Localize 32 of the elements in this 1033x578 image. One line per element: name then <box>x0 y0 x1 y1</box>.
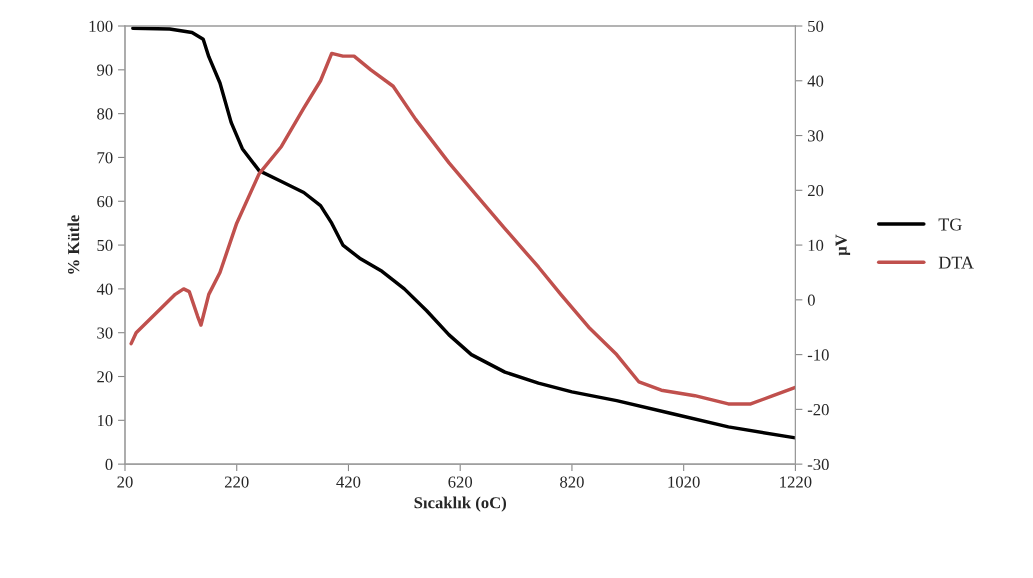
y2-tick-label: 50 <box>808 20 824 32</box>
y2-tick-label: -30 <box>807 458 829 471</box>
y-axis-title: % Kütle <box>67 215 80 274</box>
x-tick-label: 20 <box>117 476 133 488</box>
legend-label: DTA <box>938 256 974 269</box>
y-tick-label: 20 <box>97 371 113 383</box>
y2-tick-label: 10 <box>808 239 824 252</box>
y2-tick-label: 40 <box>807 75 824 87</box>
y2-tick-label: -10 <box>807 349 829 361</box>
y2-tick-label: -20 <box>807 404 829 416</box>
x-tick-label: 420 <box>336 476 361 488</box>
y2-tick-label: 0 <box>807 294 815 306</box>
x-tick-label: 820 <box>560 476 584 488</box>
x-tick-label: 1220 <box>780 476 812 488</box>
y-tick-label: 80 <box>97 108 113 120</box>
legend-label: TG <box>938 218 962 231</box>
x-tick-label: 220 <box>224 476 249 488</box>
y-tick-label: 60 <box>97 195 113 208</box>
y-tick-label: 30 <box>97 327 113 339</box>
y2-tick-label: 30 <box>808 130 824 142</box>
y-tick-label: 40 <box>96 283 113 295</box>
x-tick-label: 1020 <box>668 476 700 488</box>
y-tick-label: 70 <box>97 152 113 164</box>
y2-tick-label: 20 <box>807 185 824 197</box>
y-tick-label: 0 <box>105 458 113 471</box>
y-tick-label: 100 <box>89 20 113 32</box>
y2-axis-title: µV <box>835 234 851 256</box>
y-tick-label: 90 <box>97 64 113 76</box>
y-tick-label: 10 <box>97 415 113 427</box>
y-tick-label: 50 <box>97 239 113 252</box>
x-tick-label: 620 <box>448 476 473 488</box>
x-axis-title: Sıcaklık (oC) <box>414 496 506 512</box>
